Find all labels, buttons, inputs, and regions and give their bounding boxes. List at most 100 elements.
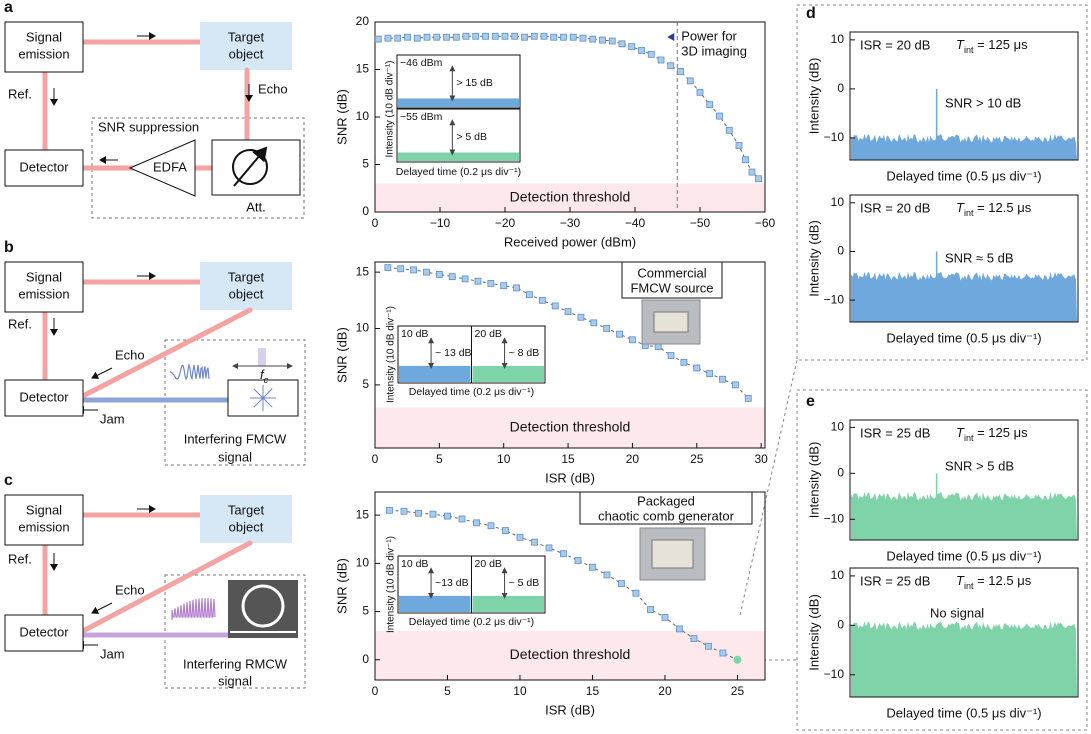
y-axis-label: Intensity (dB) [806, 58, 821, 135]
label: Detector [19, 389, 69, 404]
data-box [474, 277, 482, 285]
tint-subscript: int [964, 433, 974, 443]
data-box [603, 325, 611, 332]
data-box [384, 34, 392, 42]
data-box [647, 50, 655, 58]
data-box [667, 62, 675, 70]
data-box [657, 56, 665, 64]
data-box [574, 557, 582, 564]
label: emission [18, 519, 69, 534]
y-tick-label: 15 [356, 264, 370, 278]
threshold-band [375, 630, 765, 680]
data-box [433, 33, 441, 41]
photo-device [651, 539, 694, 569]
y-tick-label: 0 [837, 81, 844, 95]
isr-label: ISR = 25 dB [860, 425, 930, 440]
label: emission [18, 286, 69, 301]
y-tick-label: −10 [824, 292, 845, 306]
threshold-band [375, 407, 765, 448]
y-tick-label: 5 [362, 157, 369, 171]
photo [641, 299, 701, 345]
y-axis-label: Intensity (dB) [806, 442, 821, 519]
data-box [608, 37, 616, 45]
inset-note: ~ 5 dB [509, 577, 540, 589]
x-axis-label: ISR (dB) [545, 702, 595, 717]
data-box [719, 375, 726, 383]
x-tick-label: 10 [497, 452, 511, 466]
x-axis-label: Received power (dBm) [504, 234, 636, 249]
data-box [516, 533, 524, 541]
y-axis-label: Intensity (dB) [806, 220, 821, 297]
y-tick-label: 15 [356, 507, 370, 521]
data-box [397, 265, 405, 273]
label: Detector [19, 159, 69, 174]
photo-device [653, 311, 689, 333]
data-box [628, 43, 636, 51]
inset-x-label: Delayed time (0.2 μs div⁻¹) [396, 166, 521, 178]
isr-label: ISR = 20 dB [860, 200, 930, 215]
y-tick-label: 0 [362, 652, 369, 666]
y-tick-label: 10 [831, 568, 845, 582]
tint-symbol: T [956, 425, 965, 440]
inset-y-label: Intensity (10 dB div⁻¹) [386, 306, 397, 403]
data-box [472, 32, 480, 40]
data-box [531, 538, 538, 546]
y-tick-label: 0 [837, 466, 844, 480]
y-axis-label: SNR (dB) [334, 327, 349, 383]
x-tick-label: 15 [561, 452, 575, 466]
x-tick-label: 5 [436, 452, 443, 466]
label: EDFA [153, 159, 187, 174]
inset-noise [399, 595, 471, 612]
data-box [384, 264, 392, 272]
data-box [577, 313, 585, 321]
data-box [705, 642, 712, 650]
chirp [169, 362, 210, 381]
data-box [706, 370, 714, 378]
data-box [458, 515, 466, 523]
data-box [590, 319, 598, 327]
data-box [603, 571, 611, 579]
threshold-label: Detection threshold [510, 646, 631, 662]
data-box [404, 33, 411, 41]
data-box [716, 112, 723, 120]
data-box [501, 32, 509, 40]
data-box [719, 649, 727, 657]
target-box [200, 495, 292, 543]
detector-box [4, 614, 84, 652]
tint-symbol: T [956, 37, 965, 52]
snr-note: SNR ≈ 5 dB [945, 250, 1014, 265]
data-box [706, 101, 714, 109]
y-tick-label: −10 [824, 511, 845, 525]
data-box [410, 266, 418, 274]
photo-label-box [621, 261, 723, 299]
tint-subscript: int [964, 208, 974, 218]
data-box [487, 522, 495, 530]
emitter-box [4, 494, 84, 546]
data-box [435, 270, 443, 278]
inset-label: 20 dB [475, 328, 502, 340]
noise-floor [851, 133, 1077, 160]
plot-frame [849, 31, 1079, 161]
x-tick-label: 25 [690, 452, 704, 466]
data-box [452, 33, 460, 41]
y-tick-label: 0 [837, 244, 844, 258]
inset-noise [398, 152, 519, 161]
plot-frame [374, 491, 766, 681]
inset-noise [398, 98, 519, 107]
x-tick-label: 15 [586, 684, 600, 698]
detector-box [4, 379, 84, 417]
data-box [500, 282, 508, 290]
data-box [538, 296, 546, 304]
data-box [731, 381, 739, 389]
inset-note: > 15 dB [456, 77, 493, 89]
y-tick-label: 5 [362, 604, 369, 618]
star [262, 388, 273, 399]
isr-label: ISR = 25 dB [860, 573, 930, 588]
data-box [690, 635, 698, 642]
label: Signal [26, 269, 62, 284]
label: Packaged [637, 493, 695, 508]
panel-label: c [4, 472, 13, 489]
isr-label: ISR = 20 dB [860, 37, 930, 52]
y-tick-label: 0 [362, 204, 369, 218]
tint-value: = 12.5 μs [973, 200, 1031, 215]
